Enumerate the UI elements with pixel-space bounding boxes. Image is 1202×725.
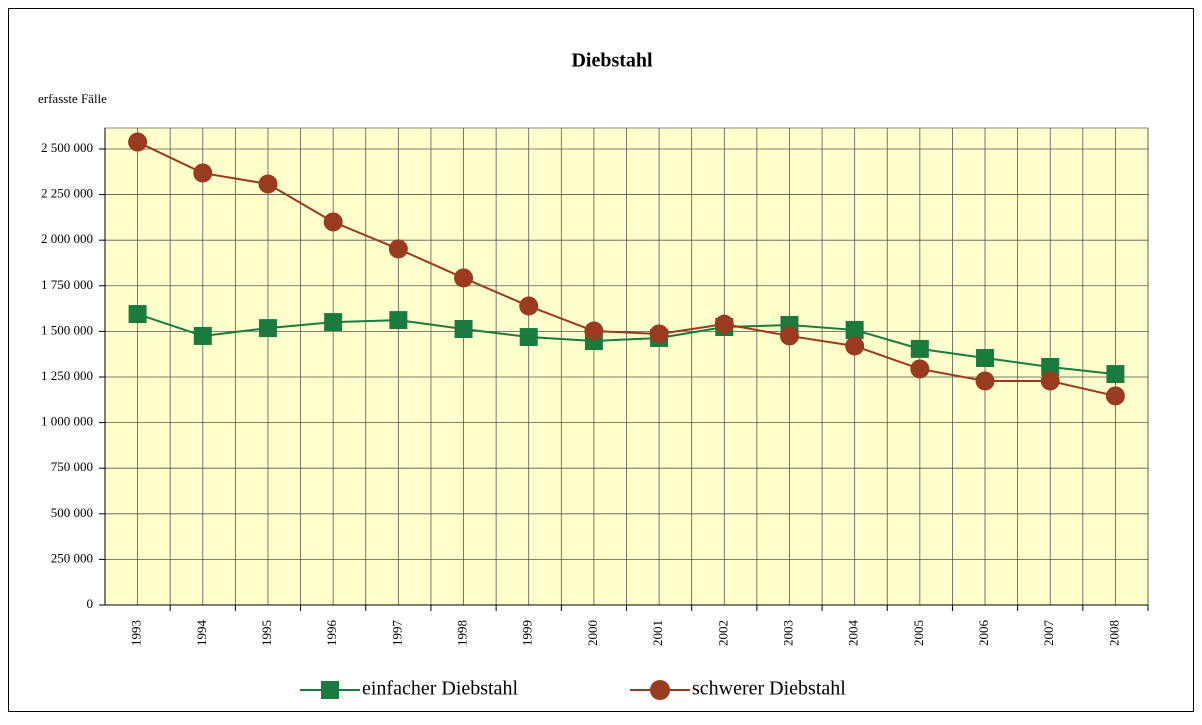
y-tick-label: 500 000 — [51, 505, 93, 520]
marker — [714, 314, 734, 334]
legend-marker — [321, 681, 339, 699]
x-tick-label: 1999 — [520, 620, 535, 646]
marker — [1041, 357, 1060, 376]
marker — [128, 305, 147, 324]
marker — [975, 371, 995, 391]
marker — [519, 296, 539, 316]
x-tick-label: 2003 — [780, 620, 795, 646]
marker — [389, 311, 408, 330]
marker — [845, 320, 864, 339]
x-tick-label: 2000 — [585, 620, 600, 646]
y-tick-label: 1 000 000 — [41, 414, 93, 429]
marker — [454, 320, 473, 339]
marker — [388, 239, 408, 259]
marker — [193, 326, 212, 345]
legend-label: schwerer Diebstahl — [692, 678, 846, 700]
y-tick-label: 1 500 000 — [41, 322, 93, 337]
x-tick-label: 1995 — [259, 620, 274, 646]
marker — [910, 339, 929, 358]
y-tick-label: 1 750 000 — [41, 277, 93, 292]
marker — [976, 349, 995, 368]
y-tick-label: 2 000 000 — [41, 231, 93, 246]
marker — [193, 163, 213, 183]
x-tick-label: 1997 — [389, 620, 404, 647]
series-line — [137, 141, 1116, 397]
x-tick-label: 1994 — [194, 620, 209, 647]
marker — [1040, 371, 1060, 391]
marker — [584, 321, 604, 341]
marker — [649, 324, 669, 344]
chart-title: Diebstahl — [571, 50, 653, 72]
x-tick-label: 2007 — [1041, 620, 1056, 647]
x-tick-label: 1993 — [129, 620, 144, 646]
marker — [845, 336, 865, 356]
legend-marker — [650, 680, 670, 700]
y-tick-label: 250 000 — [51, 550, 93, 565]
x-tick-label: 2006 — [976, 620, 991, 647]
marker — [1106, 365, 1125, 384]
marker — [910, 359, 930, 379]
marker — [323, 212, 343, 232]
y-tick-label: 2 500 000 — [41, 140, 93, 155]
x-tick-label: 1996 — [324, 620, 339, 647]
y-tick-label: 0 — [87, 596, 94, 611]
marker — [324, 313, 343, 332]
marker — [779, 326, 799, 346]
series-line — [137, 313, 1116, 376]
y-tick-label: 2 250 000 — [41, 186, 93, 201]
legend-label: einfacher Diebstahl — [362, 678, 518, 700]
x-tick-label: 2002 — [715, 620, 730, 646]
x-tick-label: 2004 — [846, 620, 861, 647]
marker — [519, 328, 538, 347]
y-tick-label: 750 000 — [51, 459, 93, 474]
y-axis-label: erfasste Fälle — [38, 91, 107, 106]
x-tick-label: 2008 — [1106, 620, 1121, 646]
marker — [258, 174, 278, 194]
marker — [258, 319, 277, 338]
marker — [454, 268, 474, 288]
marker — [1105, 386, 1125, 406]
x-tick-label: 2001 — [650, 620, 665, 646]
x-tick-label: 2005 — [911, 620, 926, 646]
x-tick-label: 1998 — [455, 620, 470, 646]
y-tick-label: 1 250 000 — [41, 368, 93, 383]
marker — [128, 132, 148, 152]
